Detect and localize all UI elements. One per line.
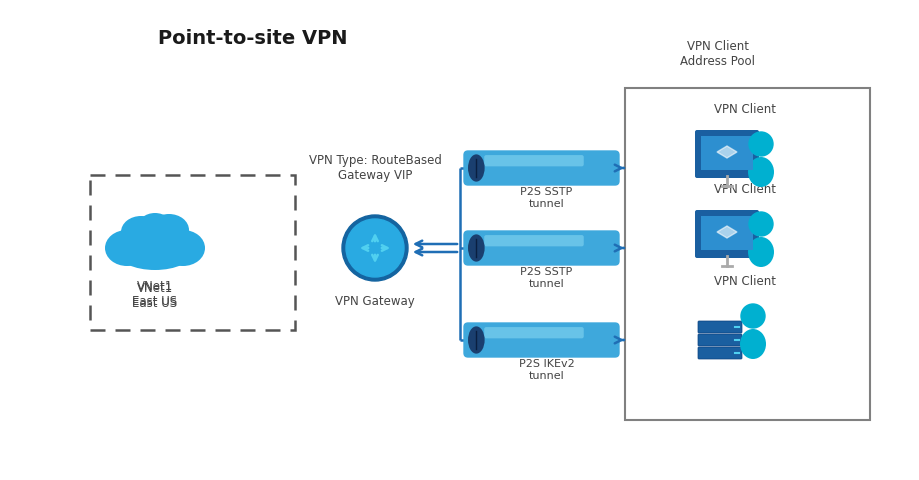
Ellipse shape <box>105 230 149 266</box>
Ellipse shape <box>606 328 618 352</box>
Circle shape <box>748 132 772 156</box>
Circle shape <box>740 304 765 328</box>
FancyBboxPatch shape <box>698 347 742 359</box>
Text: VNet1
East US: VNet1 East US <box>132 282 177 310</box>
FancyBboxPatch shape <box>483 235 584 246</box>
Ellipse shape <box>606 236 618 260</box>
Text: VPN Client: VPN Client <box>713 103 775 116</box>
Text: P2S SSTP
tunnel: P2S SSTP tunnel <box>520 187 572 209</box>
Ellipse shape <box>468 326 484 354</box>
Ellipse shape <box>161 230 205 266</box>
FancyBboxPatch shape <box>698 321 742 333</box>
Ellipse shape <box>149 214 188 246</box>
FancyBboxPatch shape <box>694 130 758 178</box>
Ellipse shape <box>739 329 766 359</box>
Text: P2S IKEv2
tunnel: P2S IKEv2 tunnel <box>518 359 573 381</box>
Polygon shape <box>716 226 736 238</box>
Circle shape <box>748 212 772 236</box>
Text: VNet1
East US: VNet1 East US <box>132 280 177 308</box>
Text: Point-to-site VPN: Point-to-site VPN <box>158 28 347 48</box>
FancyBboxPatch shape <box>463 150 619 186</box>
Bar <box>90 175 295 330</box>
Text: VPN Client: VPN Client <box>713 183 775 196</box>
FancyBboxPatch shape <box>463 323 619 358</box>
Ellipse shape <box>468 155 484 181</box>
FancyBboxPatch shape <box>463 230 619 266</box>
Ellipse shape <box>125 223 185 267</box>
Ellipse shape <box>121 216 161 248</box>
Ellipse shape <box>468 234 484 262</box>
FancyBboxPatch shape <box>483 327 584 338</box>
FancyBboxPatch shape <box>694 210 758 258</box>
Ellipse shape <box>137 213 173 243</box>
Text: VPN Type: RouteBased
Gateway VIP: VPN Type: RouteBased Gateway VIP <box>308 154 441 182</box>
Text: VPN Gateway: VPN Gateway <box>335 295 414 308</box>
Ellipse shape <box>117 234 193 270</box>
FancyBboxPatch shape <box>700 136 752 170</box>
Text: P2S SSTP
tunnel: P2S SSTP tunnel <box>520 267 572 288</box>
Text: VPN Client: VPN Client <box>713 275 775 288</box>
Ellipse shape <box>747 157 773 187</box>
Polygon shape <box>716 146 736 158</box>
Text: VPN Client
Address Pool: VPN Client Address Pool <box>680 40 754 68</box>
Ellipse shape <box>606 156 618 180</box>
Circle shape <box>342 215 407 281</box>
FancyBboxPatch shape <box>698 334 742 346</box>
FancyBboxPatch shape <box>483 155 584 167</box>
Bar <box>624 88 869 420</box>
Circle shape <box>346 219 403 277</box>
FancyBboxPatch shape <box>700 216 752 250</box>
Ellipse shape <box>747 237 773 267</box>
